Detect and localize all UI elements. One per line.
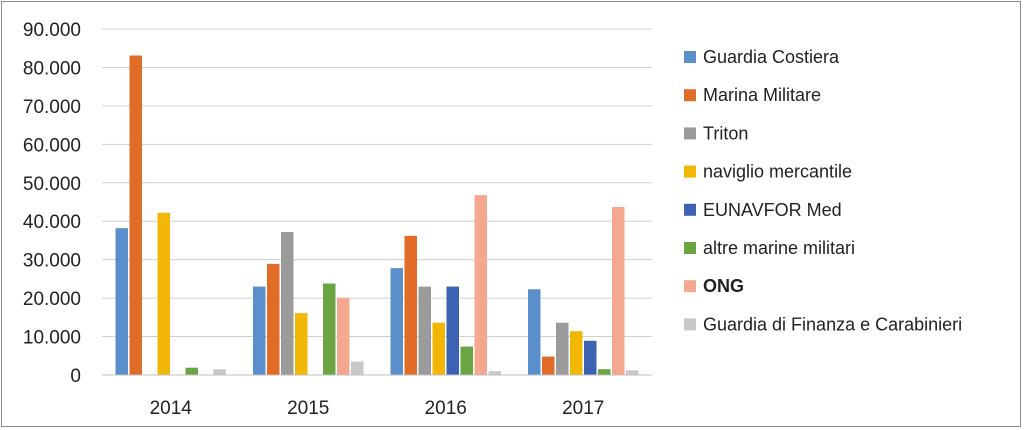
bar-guardia-costiera-2016 (390, 268, 403, 375)
bar-eunavfor-med-2017 (584, 340, 597, 375)
legend-swatch (684, 203, 696, 216)
y-tick-label: 50.000 (23, 174, 81, 195)
legend-label: altre marine militari (703, 238, 855, 258)
bar-altre-marine-militari-2014 (185, 367, 198, 375)
bar-triton-2017 (556, 322, 569, 375)
x-tick-label: 2015 (287, 398, 329, 419)
bar-marina-militare-2016 (404, 235, 417, 375)
legend-swatch (684, 127, 696, 140)
bar-naviglio-mercantile-2016 (432, 322, 445, 375)
bar-marina-militare-2014 (129, 55, 142, 375)
legend-label: naviglio mercantile (703, 162, 852, 182)
legend-label: Guardia Costiera (703, 47, 840, 67)
gridlines (102, 28, 652, 376)
legend-label: Marina Militare (703, 85, 821, 105)
bar-naviglio-mercantile-2015 (295, 313, 308, 375)
y-tick-label: 40.000 (23, 212, 81, 233)
bar-altre-marine-militari-2016 (460, 346, 473, 375)
legend-swatch (684, 165, 696, 178)
x-axis-tick-labels: 2014 2015 2016 2017 (150, 398, 605, 419)
legend-swatch (684, 89, 696, 102)
y-tick-label: 90.000 (23, 20, 81, 41)
legend-label: ONG (703, 276, 744, 296)
y-tick-label: 20.000 (23, 289, 81, 310)
legend-swatch (684, 318, 696, 331)
bar-altre-marine-militari-2017 (598, 369, 611, 375)
x-tick-label: 2014 (150, 398, 193, 419)
bar-naviglio-mercantile-2014 (157, 212, 170, 375)
legend-label: Triton (703, 123, 748, 143)
x-tick-label: 2016 (425, 398, 467, 419)
y-tick-label: 10.000 (23, 328, 81, 349)
legend-label: Guardia di Finanza e Carabinieri (703, 314, 962, 334)
y-tick-label: 70.000 (23, 97, 81, 118)
legend-swatch (684, 242, 696, 254)
bar-guardia-di-finanza-e-carabinieri-2014 (213, 369, 226, 375)
legend-swatch (684, 51, 696, 63)
y-tick-label: 80.000 (23, 58, 81, 79)
y-tick-label: 0 (70, 366, 81, 387)
bar-altre-marine-militari-2015 (323, 283, 336, 375)
bars (115, 55, 639, 375)
bar-guardia-costiera-2014 (115, 228, 128, 375)
bar-guardia-di-finanza-e-carabinieri-2016 (488, 371, 501, 375)
bar-guardia-di-finanza-e-carabinieri-2015 (351, 361, 364, 375)
x-tick-label: 2017 (562, 398, 604, 419)
bar-marina-militare-2017 (542, 356, 555, 375)
bar-triton-2016 (418, 286, 431, 375)
bar-triton-2015 (281, 231, 294, 375)
bar-guardia-di-finanza-e-carabinieri-2017 (626, 370, 639, 375)
legend-label: EUNAVFOR Med (703, 200, 842, 220)
bar-ong-2016 (474, 195, 487, 375)
legend-swatch (684, 280, 696, 293)
bar-guardia-costiera-2017 (528, 289, 541, 375)
bar-marina-militare-2015 (267, 263, 280, 375)
y-axis-tick-labels: 0 10.000 20.000 30.000 40.000 50.000 60.000 70.… (23, 20, 81, 387)
bar-ong-2017 (612, 206, 625, 375)
legend: Guardia Costiera Marina Militare Triton nav… (684, 47, 962, 334)
y-tick-label: 30.000 (23, 251, 81, 272)
bar-ong-2015 (337, 298, 350, 375)
bar-eunavfor-med-2016 (446, 286, 459, 375)
bar-naviglio-mercantile-2017 (570, 331, 583, 375)
bar-guardia-costiera-2015 (253, 286, 266, 375)
y-tick-label: 60.000 (23, 135, 81, 156)
